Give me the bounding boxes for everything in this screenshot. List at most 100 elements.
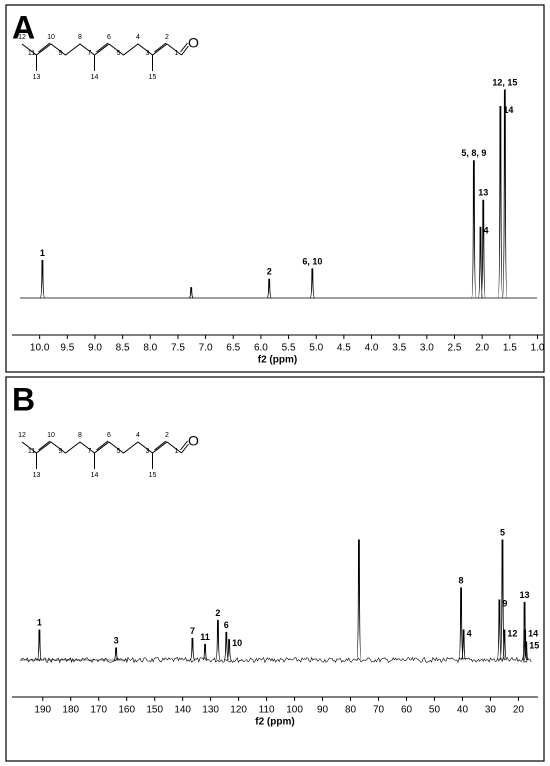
structure-label: 4 xyxy=(136,34,140,41)
peak xyxy=(215,619,221,661)
peak xyxy=(356,539,362,661)
peak-label: 15 xyxy=(529,640,539,650)
x-tick-label: 160 xyxy=(118,705,135,716)
x-tick-label: 10.0 xyxy=(30,343,50,354)
structure-label: 6 xyxy=(107,34,111,41)
structure-label: 1 xyxy=(175,50,179,57)
x-axis-title: f2 (ppm) xyxy=(258,355,297,366)
x-tick-label: 1.0 xyxy=(531,343,545,354)
x-tick-label: 180 xyxy=(62,705,79,716)
structure-bond xyxy=(21,43,182,56)
peak xyxy=(523,641,529,661)
peak xyxy=(39,260,46,299)
x-tick-label: 5.0 xyxy=(309,343,323,354)
structure-bond xyxy=(21,441,182,454)
x-tick-label: 3.5 xyxy=(392,343,406,354)
x-tick-label: 110 xyxy=(259,705,275,716)
peak xyxy=(460,629,467,661)
x-tick-label: 1.5 xyxy=(503,343,517,354)
structure-label: 15 xyxy=(149,472,157,479)
peak-label: 14 xyxy=(503,105,513,115)
x-tick-label: 130 xyxy=(202,705,219,716)
x-tick-label: 2.0 xyxy=(475,343,489,354)
peak-label: 3 xyxy=(114,635,119,645)
structure-label: 12 xyxy=(18,432,26,439)
structure-bond xyxy=(96,42,109,53)
structure-label: 9 xyxy=(59,50,63,57)
peak xyxy=(113,647,119,661)
x-tick-label: 30 xyxy=(485,705,497,716)
x-tick-label: 8.5 xyxy=(116,343,130,354)
panel-frame xyxy=(5,4,545,373)
peak xyxy=(471,160,477,299)
x-tick-label: 4.5 xyxy=(337,343,351,354)
structure-label: 3 xyxy=(146,50,150,57)
x-tick-label: 60 xyxy=(401,705,413,716)
peak-label: 5, 8, 9 xyxy=(461,148,486,158)
peak xyxy=(496,599,503,661)
structure-label: 10 xyxy=(47,34,55,41)
peak xyxy=(188,287,194,299)
peak xyxy=(202,643,208,661)
panel-letter: A xyxy=(12,9,35,45)
peak-label: 10 xyxy=(232,638,242,648)
structure-label: 14 xyxy=(91,472,99,479)
peak xyxy=(226,639,232,661)
x-tick-label: 6.5 xyxy=(226,343,240,354)
peak-label: 14 xyxy=(528,628,538,638)
structure-label: 10 xyxy=(47,432,55,439)
x-tick-label: 80 xyxy=(345,705,357,716)
peak-label: 9 xyxy=(502,598,507,608)
structure-label: 3 xyxy=(146,448,150,455)
panel-frame xyxy=(5,376,545,762)
structure-label: 8 xyxy=(78,34,82,41)
peak xyxy=(502,89,508,299)
peak-label: 2 xyxy=(267,267,272,277)
x-tick-label: 40 xyxy=(457,705,469,716)
x-tick-label: 150 xyxy=(146,705,163,716)
structure-label: O xyxy=(188,35,199,51)
x-tick-label: 5.5 xyxy=(282,343,296,354)
structure-label: 14 xyxy=(91,74,99,81)
x-tick-label: 6.0 xyxy=(254,343,268,354)
peak-label: 2 xyxy=(215,608,220,618)
peak-label: 4 xyxy=(467,628,472,638)
peak xyxy=(266,278,272,299)
peak-label: 1 xyxy=(37,617,42,627)
peak xyxy=(309,268,316,299)
structure-label: 8 xyxy=(78,432,82,439)
x-tick-label: 7.5 xyxy=(171,343,185,354)
x-tick-label: 8.0 xyxy=(143,343,157,354)
x-tick-label: 3.0 xyxy=(420,343,434,354)
structure-bond xyxy=(38,440,51,451)
structure-label: 2 xyxy=(165,34,169,41)
x-tick-label: 90 xyxy=(317,705,329,716)
baseline xyxy=(19,656,532,664)
peak-label: 1 xyxy=(40,248,45,258)
structure-label: 11 xyxy=(28,448,35,455)
peak-label: 8 xyxy=(459,575,464,585)
peak-label: 4 xyxy=(483,226,488,236)
peak xyxy=(501,629,508,661)
peak xyxy=(497,106,504,299)
structure-bond xyxy=(96,440,109,451)
x-tick-label: 7.0 xyxy=(199,343,213,354)
structure-label: 12 xyxy=(18,34,26,41)
structure-label: 5 xyxy=(117,448,121,455)
x-tick-label: 4.0 xyxy=(365,343,379,354)
peak xyxy=(522,629,528,661)
x-tick-label: 2.5 xyxy=(448,343,462,354)
peak-label: 6, 10 xyxy=(302,256,322,266)
structure-bond xyxy=(38,42,51,53)
x-tick-label: 140 xyxy=(174,705,191,716)
peak-label: 13 xyxy=(478,188,488,198)
peak-label: 5 xyxy=(500,527,505,537)
panel-letter: B xyxy=(12,381,35,417)
structure-label: O xyxy=(188,433,199,449)
x-tick-label: 9.5 xyxy=(60,343,74,354)
structure-bond xyxy=(154,440,167,451)
peak xyxy=(36,629,43,661)
structure-bond xyxy=(180,42,188,53)
peak xyxy=(480,199,486,299)
